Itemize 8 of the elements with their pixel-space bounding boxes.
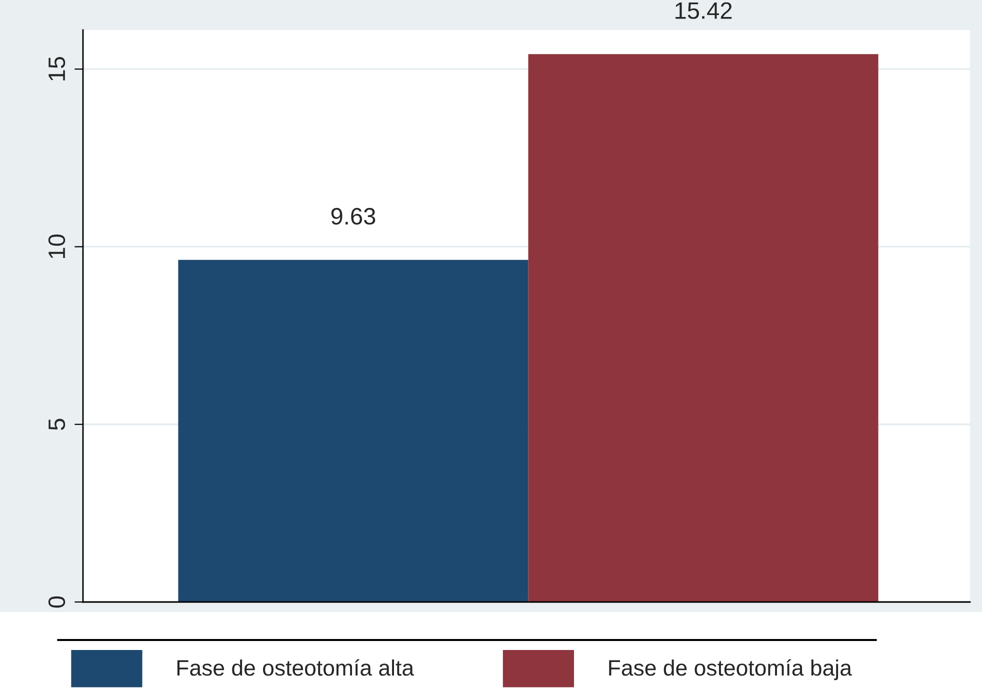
y-tick-label: 10 xyxy=(48,234,66,258)
data-label: 15.42 xyxy=(676,2,732,19)
legend-label: Fase de osteotomía alta xyxy=(177,659,414,676)
data-label: 9.63 xyxy=(331,208,376,225)
y-tick-label: 15 xyxy=(48,56,66,80)
legend-label: Fase de osteotomía baja xyxy=(609,659,852,680)
y-tick-label: 0 xyxy=(48,596,66,608)
y-tick-label: 5 xyxy=(48,418,66,430)
